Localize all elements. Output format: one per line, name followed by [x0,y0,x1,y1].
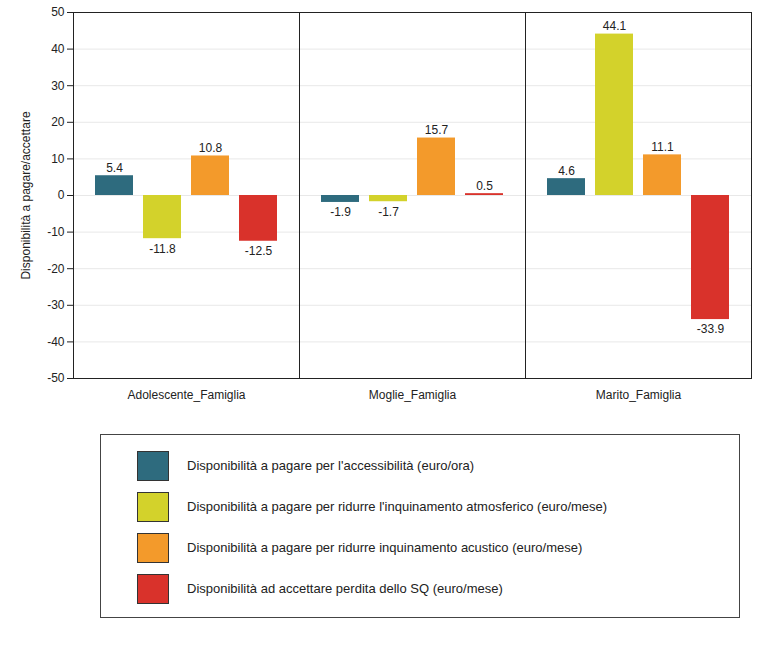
svg-text:10: 10 [51,152,65,166]
svg-text:11.1: 11.1 [651,140,674,154]
svg-text:44.1: 44.1 [603,19,627,33]
svg-text:-1.7: -1.7 [378,205,399,219]
svg-text:Adolescente_Famiglia: Adolescente_Famiglia [127,388,245,402]
svg-text:20: 20 [51,115,65,129]
html-text:Disponibilità a pagare per rid: Disponibilità a pagare per ridurre inqui… [187,540,583,555]
svg-text:Moglie_Famiglia: Moglie_Famiglia [369,388,457,402]
svg-text:-50: -50 [47,371,65,385]
svg-text:-30: -30 [47,298,65,312]
svg-text:0.5: 0.5 [476,179,493,193]
svg-text:-11.8: -11.8 [149,242,176,256]
svg-text:-10: -10 [47,225,65,239]
svg-text:30: 30 [51,79,65,93]
html-text:Disponibilità a pagare per rid: Disponibilità a pagare per ridurre l'inq… [187,499,608,514]
svg-text:-40: -40 [47,335,65,349]
svg-text:5.4: 5.4 [106,161,123,175]
svg-text:Marito_Famiglia: Marito_Famiglia [596,388,682,402]
svg-text:40: 40 [51,42,65,56]
svg-text:50: 50 [51,5,65,19]
svg-text:4.6: 4.6 [558,164,575,178]
svg-text:15.7: 15.7 [425,123,449,137]
html-text:Disponibilità ad accettare per: Disponibilità ad accettare perdita dello… [187,581,503,596]
html-text:Disponibilità a pagare per l'a: Disponibilità a pagare per l'accessibili… [187,458,475,473]
svg-text:-1.9: -1.9 [330,205,351,219]
svg-text:-33.9: -33.9 [697,322,725,336]
svg-text:0: 0 [58,188,65,202]
svg-text:-12.5: -12.5 [245,244,273,258]
svg-text:10.8: 10.8 [199,141,223,155]
svg-text:-20: -20 [47,262,65,276]
svg-text:Disponibilità a pagare/accetta: Disponibilità a pagare/accettare [19,111,33,279]
